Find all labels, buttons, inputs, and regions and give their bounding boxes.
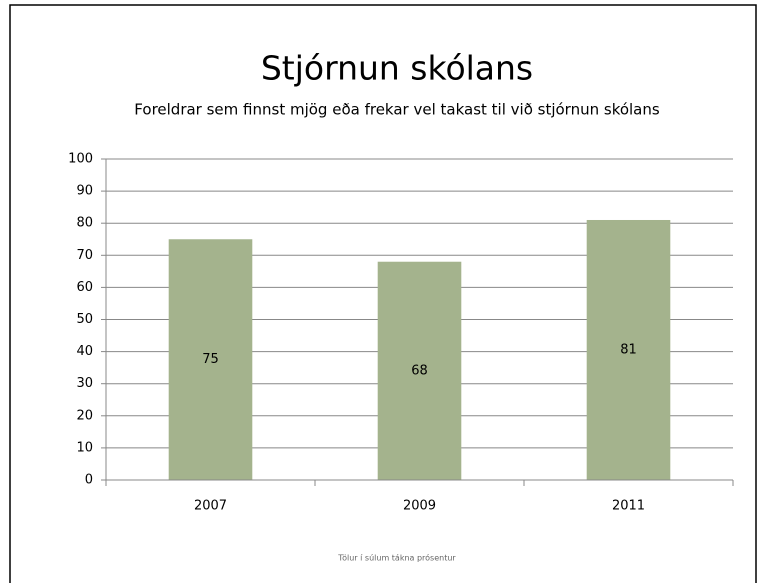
data-label: 75 — [202, 352, 219, 367]
y-tick-label: 90 — [76, 184, 93, 199]
footnote: Tölur í súlum tákna prósentur — [337, 553, 456, 563]
bar — [586, 219, 671, 481]
y-tick-label: 60 — [76, 280, 93, 295]
y-tick-label: 0 — [85, 473, 93, 488]
x-tick-label: 2007 — [194, 499, 227, 514]
bar — [377, 261, 462, 480]
x-tick-label: 2011 — [612, 499, 645, 514]
y-tick-label: 30 — [76, 376, 93, 391]
y-tick-label: 80 — [76, 216, 93, 231]
y-tick-label: 70 — [76, 248, 93, 263]
x-tick-label: 2009 — [403, 499, 436, 514]
bar — [168, 239, 253, 480]
y-tick-label: 20 — [76, 408, 93, 423]
chart-title: Stjórnun skólans — [261, 49, 533, 88]
y-tick-label: 10 — [76, 440, 93, 455]
chart-subtitle: Foreldrar sem finnst mjög eða frekar vel… — [134, 101, 660, 119]
data-label: 68 — [411, 363, 428, 378]
data-label: 81 — [620, 342, 637, 357]
y-tick-label: 100 — [68, 152, 93, 167]
y-tick-label: 50 — [76, 312, 93, 327]
y-tick-label: 40 — [76, 344, 93, 359]
